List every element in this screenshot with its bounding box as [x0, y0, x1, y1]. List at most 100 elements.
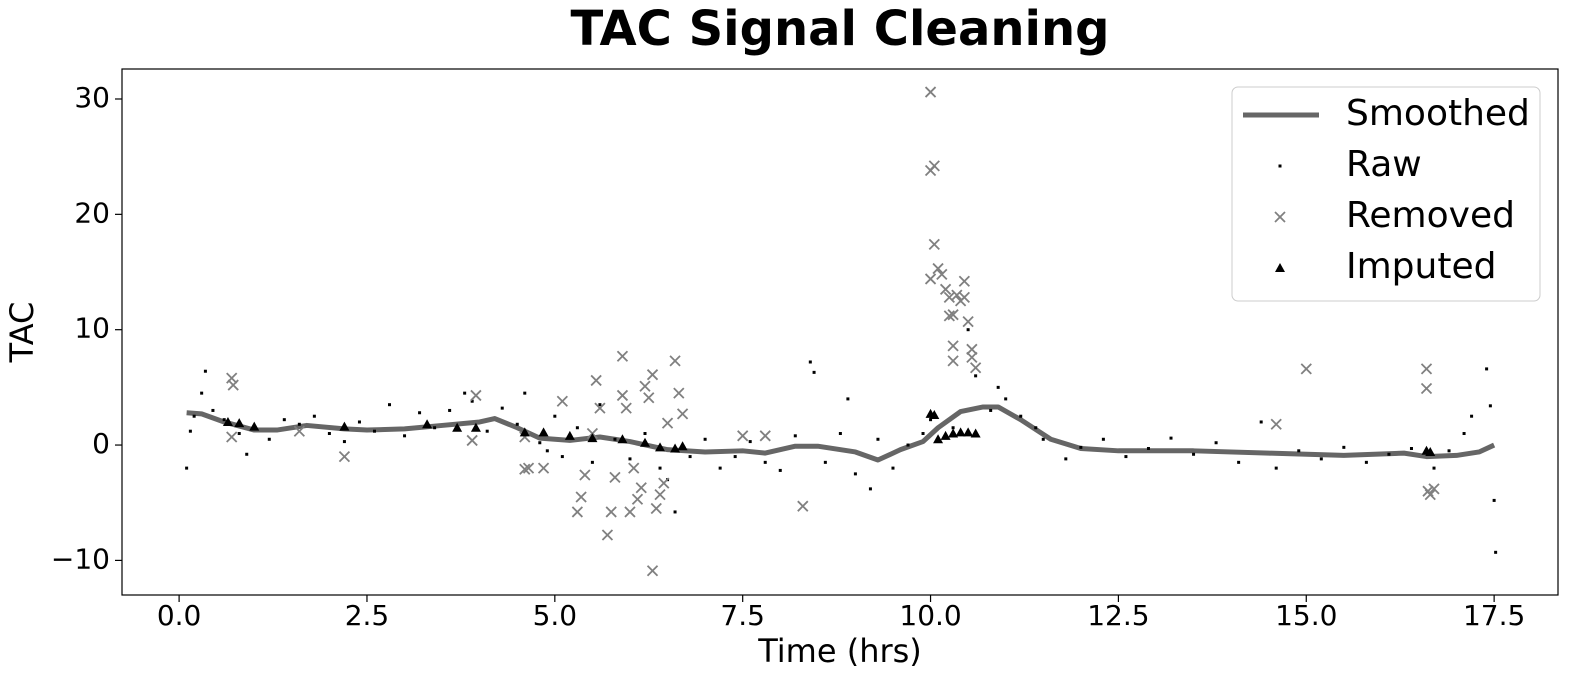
raw-point: [545, 449, 549, 453]
removed-point: [943, 291, 955, 304]
imputed-point: [452, 422, 463, 432]
x-stroke: [624, 506, 636, 518]
raw-point: [1079, 445, 1083, 449]
x-stroke: [936, 268, 948, 280]
raw-point: [1146, 447, 1150, 451]
raw-point: [846, 397, 850, 401]
raw-point: [823, 460, 827, 464]
x-stroke: [522, 462, 535, 474]
raw-point: [312, 414, 316, 418]
removed-point: [737, 430, 749, 442]
smoothed-line: [186, 404, 1496, 463]
removed-point: [969, 362, 982, 374]
removed-point: [932, 262, 944, 275]
series-x: [226, 86, 1440, 577]
removed-point: [1270, 418, 1282, 430]
removed-point: [661, 417, 674, 429]
raw-point: [643, 432, 647, 436]
raw-point: [500, 406, 504, 410]
imputed-point: [470, 422, 481, 432]
raw-point: [372, 429, 376, 433]
removed-point: [616, 389, 629, 402]
raw-point: [1409, 447, 1413, 451]
raw-point: [673, 510, 677, 514]
x-stroke: [932, 262, 944, 275]
raw-point: [185, 466, 189, 470]
raw-point: [808, 360, 812, 364]
plot-frame: [121, 68, 1559, 596]
raw-point: [793, 434, 797, 438]
raw-point: [1124, 455, 1128, 459]
raw-point: [357, 420, 361, 424]
removed-point: [601, 529, 614, 541]
removed-point: [1420, 382, 1433, 395]
removed-point: [519, 463, 531, 475]
x-stroke: [470, 389, 482, 402]
x-stroke: [958, 291, 970, 304]
raw-point: [989, 408, 993, 412]
x-stroke: [466, 434, 478, 447]
raw-point: [282, 418, 286, 422]
removed-point: [643, 392, 655, 404]
raw-point: [538, 441, 542, 445]
imputed-point: [222, 416, 233, 426]
imputed-point: [234, 418, 245, 428]
removed-point: [966, 343, 978, 355]
raw-point: [853, 472, 857, 476]
raw-point: [575, 426, 579, 430]
x-tick-label: 7.5: [720, 599, 765, 632]
x-stroke: [338, 450, 351, 463]
y-tick-label: 30: [74, 81, 110, 114]
raw-point: [868, 487, 872, 491]
imputed-point: [564, 430, 575, 440]
removed-point: [556, 395, 568, 407]
x-stroke: [1420, 382, 1433, 395]
removed-point: [466, 434, 478, 447]
x-stroke: [635, 482, 647, 494]
removed-point: [966, 351, 978, 364]
removed-point: [958, 275, 970, 287]
series-dot: [185, 328, 1498, 554]
removed-point: [522, 462, 535, 474]
raw-point: [448, 408, 452, 412]
imputed-point: [249, 421, 260, 431]
raw-point: [1319, 457, 1323, 461]
raw-point: [1447, 449, 1451, 453]
raw-point: [1004, 397, 1008, 401]
series-triangle: [222, 408, 1436, 456]
raw-point: [1019, 414, 1023, 418]
removed-point: [658, 477, 670, 489]
raw-point: [237, 432, 241, 436]
x-stroke: [924, 273, 937, 285]
raw-point: [966, 328, 970, 332]
raw-point: [267, 437, 271, 441]
raw-point: [951, 426, 955, 430]
y-tick-label: 0: [92, 427, 110, 460]
removed-point: [951, 289, 963, 301]
removed-point: [470, 389, 482, 402]
removed-point: [620, 402, 632, 414]
raw-point: [553, 414, 557, 418]
raw-point: [1192, 452, 1196, 456]
removed-point: [947, 355, 959, 367]
legend-box: [1231, 86, 1541, 302]
x-tick-label: 5.0: [533, 599, 578, 632]
raw-point: [515, 422, 519, 426]
raw-point: [703, 437, 707, 441]
raw-point: [1278, 164, 1282, 168]
x-stroke: [924, 86, 937, 98]
raw-point: [996, 385, 1000, 389]
removed-point: [947, 309, 959, 321]
raw-point: [297, 422, 301, 426]
raw-point: [876, 437, 880, 441]
chart-title: TAC Signal Cleaning: [571, 1, 1110, 57]
raw-point: [1259, 420, 1263, 424]
x-stroke: [951, 289, 963, 301]
x-stroke: [928, 160, 940, 172]
x-stroke: [1420, 363, 1433, 375]
x-stroke: [639, 380, 651, 392]
x-stroke: [1300, 363, 1312, 375]
x-stroke: [605, 506, 617, 518]
x-stroke: [616, 389, 629, 402]
